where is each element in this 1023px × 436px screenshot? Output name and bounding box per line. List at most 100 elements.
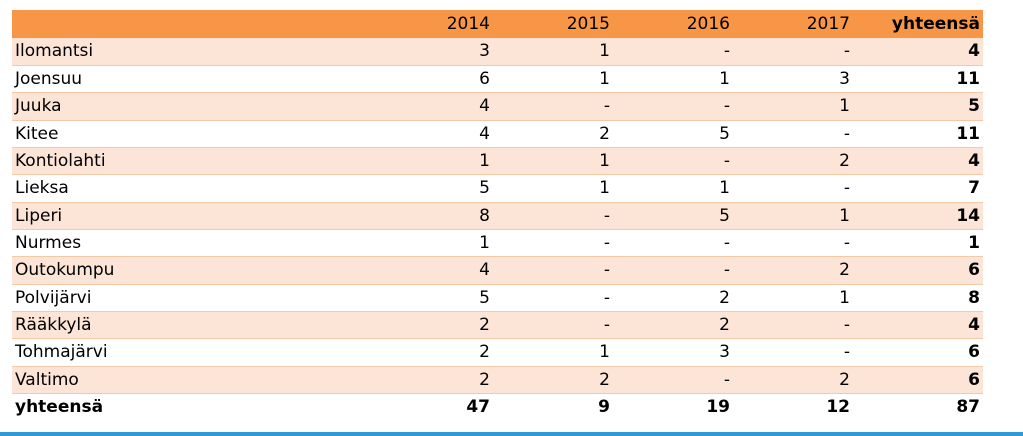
table-row: Kitee 4 2 5-11 — [12, 120, 983, 148]
year-value-cell: 1 — [493, 147, 613, 176]
year-value-cell: - — [613, 229, 733, 258]
row-total-cell: 11 — [853, 65, 983, 94]
header-cell-2017: 2017 — [806, 14, 850, 34]
year-value-cell: - — [493, 311, 613, 340]
total-cell: 47 — [466, 397, 490, 418]
year-value-cell: - — [733, 174, 853, 203]
year-value-cell: - — [733, 338, 853, 367]
year-value-cell: - — [493, 202, 613, 230]
year-value-cell: - — [613, 256, 733, 285]
year-value-cell: - — [733, 38, 853, 66]
year-value-cell: - — [493, 284, 613, 312]
row-total-cell: 6 — [853, 366, 983, 394]
year-value-cell: 2 — [613, 284, 733, 312]
year-value-cell: 4 — [373, 120, 493, 148]
year-value-cell: 2 — [493, 120, 613, 148]
year-value-cell: 6 — [373, 65, 493, 94]
header-cell-2014: 2014 — [446, 14, 490, 34]
year-value-cell: 1 — [613, 65, 733, 94]
municipality-name: Polvijärvi — [12, 284, 373, 312]
municipality-table: 2014 2015 2016 2017 yhteensä Ilomantsi 3 1… — [12, 10, 983, 421]
year-value-cell: - — [493, 229, 613, 258]
row-total-cell: 14 — [853, 202, 983, 230]
year-value-cell: 2 — [733, 366, 853, 394]
year-value-cell: 8 — [373, 202, 493, 230]
year-value-cell: 5 — [613, 202, 733, 230]
year-value-cell: 1 — [493, 338, 613, 367]
row-total-cell: 8 — [853, 284, 983, 312]
row-total-cell: 4 — [853, 311, 983, 340]
table-row: Liperi 8-5 1 14 — [12, 202, 983, 230]
year-value-cell: 5 — [373, 284, 493, 312]
total-cell: 19 — [706, 397, 730, 418]
total-cell: 9 — [598, 397, 610, 418]
year-value-cell: 3 — [373, 38, 493, 66]
year-value-cell: 1 — [493, 38, 613, 66]
year-value-cell: - — [613, 92, 733, 121]
row-total-cell: 6 — [853, 256, 983, 285]
year-value-cell: - — [733, 120, 853, 148]
municipality-name: Juuka — [12, 92, 373, 121]
year-value-cell: - — [613, 38, 733, 66]
row-total-cell: 5 — [853, 92, 983, 121]
year-value-cell: - — [733, 229, 853, 258]
row-total-cell: 7 — [853, 174, 983, 203]
year-value-cell: 2 — [493, 366, 613, 394]
year-value-cell: - — [733, 311, 853, 340]
year-value-cell: 1 — [493, 174, 613, 203]
year-value-cell: 1 — [613, 174, 733, 203]
municipality-name: Joensuu — [12, 65, 373, 94]
table-row: Valtimo 2 2-2 6 — [12, 366, 983, 394]
year-value-cell: 5 — [373, 174, 493, 203]
municipality-name: Ilomantsi — [12, 38, 373, 66]
total-label: yhteensä — [15, 397, 104, 418]
municipality-name: Nurmes — [12, 229, 373, 258]
year-value-cell: 1 — [733, 284, 853, 312]
row-total-cell: 11 — [853, 120, 983, 148]
year-value-cell: 4 — [373, 92, 493, 121]
year-value-cell: 3 — [613, 338, 733, 367]
municipality-name: Kitee — [12, 120, 373, 148]
row-total-cell: 6 — [853, 338, 983, 367]
municipality-name: Rääkkylä — [12, 311, 373, 340]
row-total-cell: 1 — [853, 229, 983, 258]
header-cell-2015: 2015 — [566, 14, 610, 34]
year-value-cell: 2 — [613, 311, 733, 340]
header-cell-2016: 2016 — [686, 14, 730, 34]
header-cell-empty — [12, 10, 373, 38]
municipality-name: Lieksa — [12, 174, 373, 203]
table-row: Polvijärvi 5-2 1 8 — [12, 284, 983, 312]
data-table-container: 2014 2015 2016 2017 yhteensä Ilomantsi 3 1… — [12, 10, 983, 421]
table-row: Ilomantsi 3 1- -4 — [12, 38, 983, 66]
table-row: Rääkkylä 2-2-4 — [12, 311, 983, 340]
table-row: Nurmes 1- - -1 — [12, 229, 983, 258]
year-value-cell: - — [493, 256, 613, 285]
total-cell: 12 — [826, 397, 850, 418]
table-row: Lieksa 5 1 1-7 — [12, 174, 983, 203]
table-row: Kontiolahti 1 1-2 4 — [12, 147, 983, 176]
year-value-cell: 1 — [373, 147, 493, 176]
municipality-name: Tohmajärvi — [12, 338, 373, 367]
bottom-divider — [0, 432, 1023, 436]
municipality-name: Outokumpu — [12, 256, 373, 285]
municipality-name: Kontiolahti — [12, 147, 373, 176]
year-value-cell: 1 — [733, 202, 853, 230]
header-cell-total: yhteensä — [891, 14, 980, 34]
municipality-name: Liperi — [12, 202, 373, 230]
table-row: Joensuu 6 1 1 3 11 — [12, 65, 983, 94]
year-value-cell: 1 — [373, 229, 493, 258]
year-value-cell: 4 — [373, 256, 493, 285]
table-header-row: 2014 2015 2016 2017 yhteensä — [12, 10, 983, 38]
year-value-cell: 1 — [733, 92, 853, 121]
total-cell-grand: 87 — [956, 397, 980, 418]
municipality-name: Valtimo — [12, 366, 373, 394]
table-row: Outokumpu 4- -2 6 — [12, 256, 983, 285]
year-value-cell: - — [493, 92, 613, 121]
row-total-cell: 4 — [853, 147, 983, 176]
year-value-cell: - — [613, 366, 733, 394]
year-value-cell: - — [613, 147, 733, 176]
year-value-cell: 2 — [373, 338, 493, 367]
table-total-row: yhteensä 47 9 19 12 87 — [12, 393, 983, 421]
year-value-cell: 2 — [733, 147, 853, 176]
year-value-cell: 1 — [493, 65, 613, 94]
